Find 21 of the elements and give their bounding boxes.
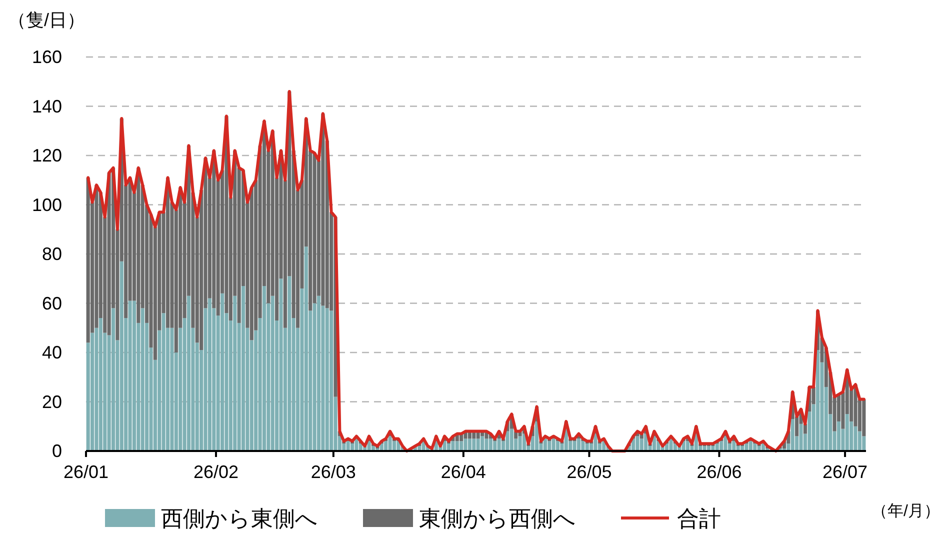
legend-label: 合計 bbox=[677, 506, 721, 531]
y-tick-label: 40 bbox=[42, 342, 62, 362]
x-axis-title: （年/月） bbox=[872, 503, 940, 520]
x-tick-label: 26/04 bbox=[440, 462, 486, 482]
y-tick-label: 20 bbox=[42, 392, 62, 412]
x-tick-label: 26/01 bbox=[63, 462, 109, 482]
legend-label: 東側から西側へ bbox=[419, 506, 576, 531]
x-tick-label: 26/03 bbox=[310, 462, 356, 482]
y-tick-label: 120 bbox=[32, 146, 62, 166]
y-tick-label: 0 bbox=[52, 441, 62, 461]
y-tick-label: 60 bbox=[42, 293, 62, 314]
y-axis-title: （隻/日） bbox=[8, 10, 86, 30]
y-tick-label: 160 bbox=[32, 47, 62, 67]
x-tick-label: 26/05 bbox=[566, 462, 612, 482]
y-tick-label: 100 bbox=[32, 194, 62, 215]
legend-label: 西側から東側へ bbox=[161, 506, 318, 531]
x-tick-label: 26/06 bbox=[696, 462, 742, 482]
y-tick-label: 80 bbox=[42, 244, 62, 264]
x-tick-label: 26/07 bbox=[822, 462, 868, 482]
x-tick-label: 26/02 bbox=[193, 462, 239, 482]
y-tick-label: 140 bbox=[32, 96, 62, 116]
